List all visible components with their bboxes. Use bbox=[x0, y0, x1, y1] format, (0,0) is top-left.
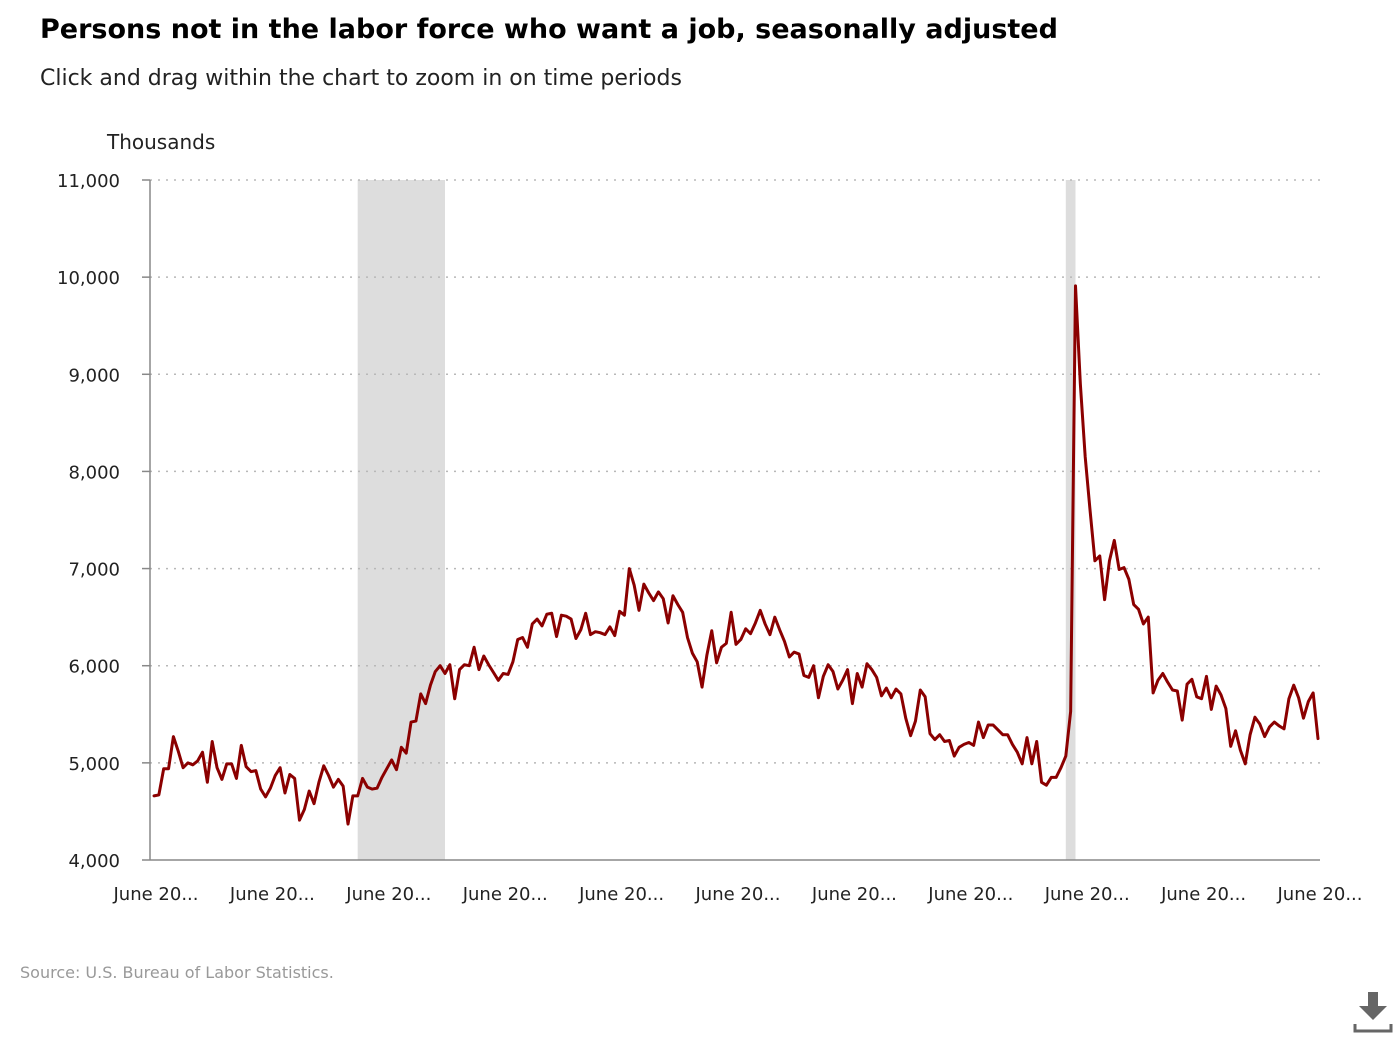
x-tick-label-3: June 20... bbox=[345, 884, 431, 905]
x-tick-label-8: June 20... bbox=[927, 884, 1013, 905]
chart-subtitle: Click and drag within the chart to zoom … bbox=[40, 66, 682, 91]
source-note: Source: U.S. Bureau of Labor Statistics. bbox=[20, 963, 334, 982]
recession-band-1 bbox=[357, 180, 445, 860]
y-tick-label-11000: 11,000 bbox=[57, 171, 120, 192]
gridlines bbox=[142, 179, 1320, 861]
x-tick-labels: June 20... June 20... June 20... June 20...… bbox=[113, 884, 1363, 905]
x-tick-label-10: June 20... bbox=[1160, 884, 1246, 905]
x-tick-label-5: June 20... bbox=[578, 884, 664, 905]
y-tick-label-5000: 5,000 bbox=[68, 754, 120, 775]
recession-shading bbox=[357, 180, 1076, 860]
y-tick-label-10000: 10,000 bbox=[57, 268, 120, 289]
x-tick-label-2: June 20... bbox=[229, 884, 315, 905]
y-axis-label: Thousands bbox=[106, 130, 215, 154]
x-tick-label-7: June 20... bbox=[811, 884, 897, 905]
series-layer bbox=[152, 284, 1320, 826]
axes bbox=[149, 180, 1320, 861]
line-chart[interactable]: Thousands 4,000 5,000 6,000 7,000 8,000 9,000… bbox=[0, 0, 1400, 940]
x-tick-label-6: June 20... bbox=[695, 884, 781, 905]
y-tick-label-9000: 9,000 bbox=[68, 365, 120, 386]
series-line-1[interactable] bbox=[152, 284, 1320, 826]
x-tick-label-11: June 20... bbox=[1277, 884, 1363, 905]
y-tick-label-6000: 6,000 bbox=[68, 657, 120, 678]
download-icon[interactable] bbox=[1351, 990, 1395, 1034]
recession-band-2 bbox=[1065, 180, 1076, 860]
y-tick-labels: 4,000 5,000 6,000 7,000 8,000 9,000 10,000 11,0… bbox=[57, 171, 120, 872]
y-tick-label-4000: 4,000 bbox=[68, 851, 120, 872]
x-tick-label-4: June 20... bbox=[462, 884, 548, 905]
chart-title: Persons not in the labor force who want … bbox=[40, 14, 1058, 45]
x-tick-label-9: June 20... bbox=[1044, 884, 1130, 905]
y-tick-label-8000: 8,000 bbox=[68, 462, 120, 483]
x-tick-label-1: June 20... bbox=[113, 884, 199, 905]
y-tick-label-7000: 7,000 bbox=[68, 560, 120, 581]
